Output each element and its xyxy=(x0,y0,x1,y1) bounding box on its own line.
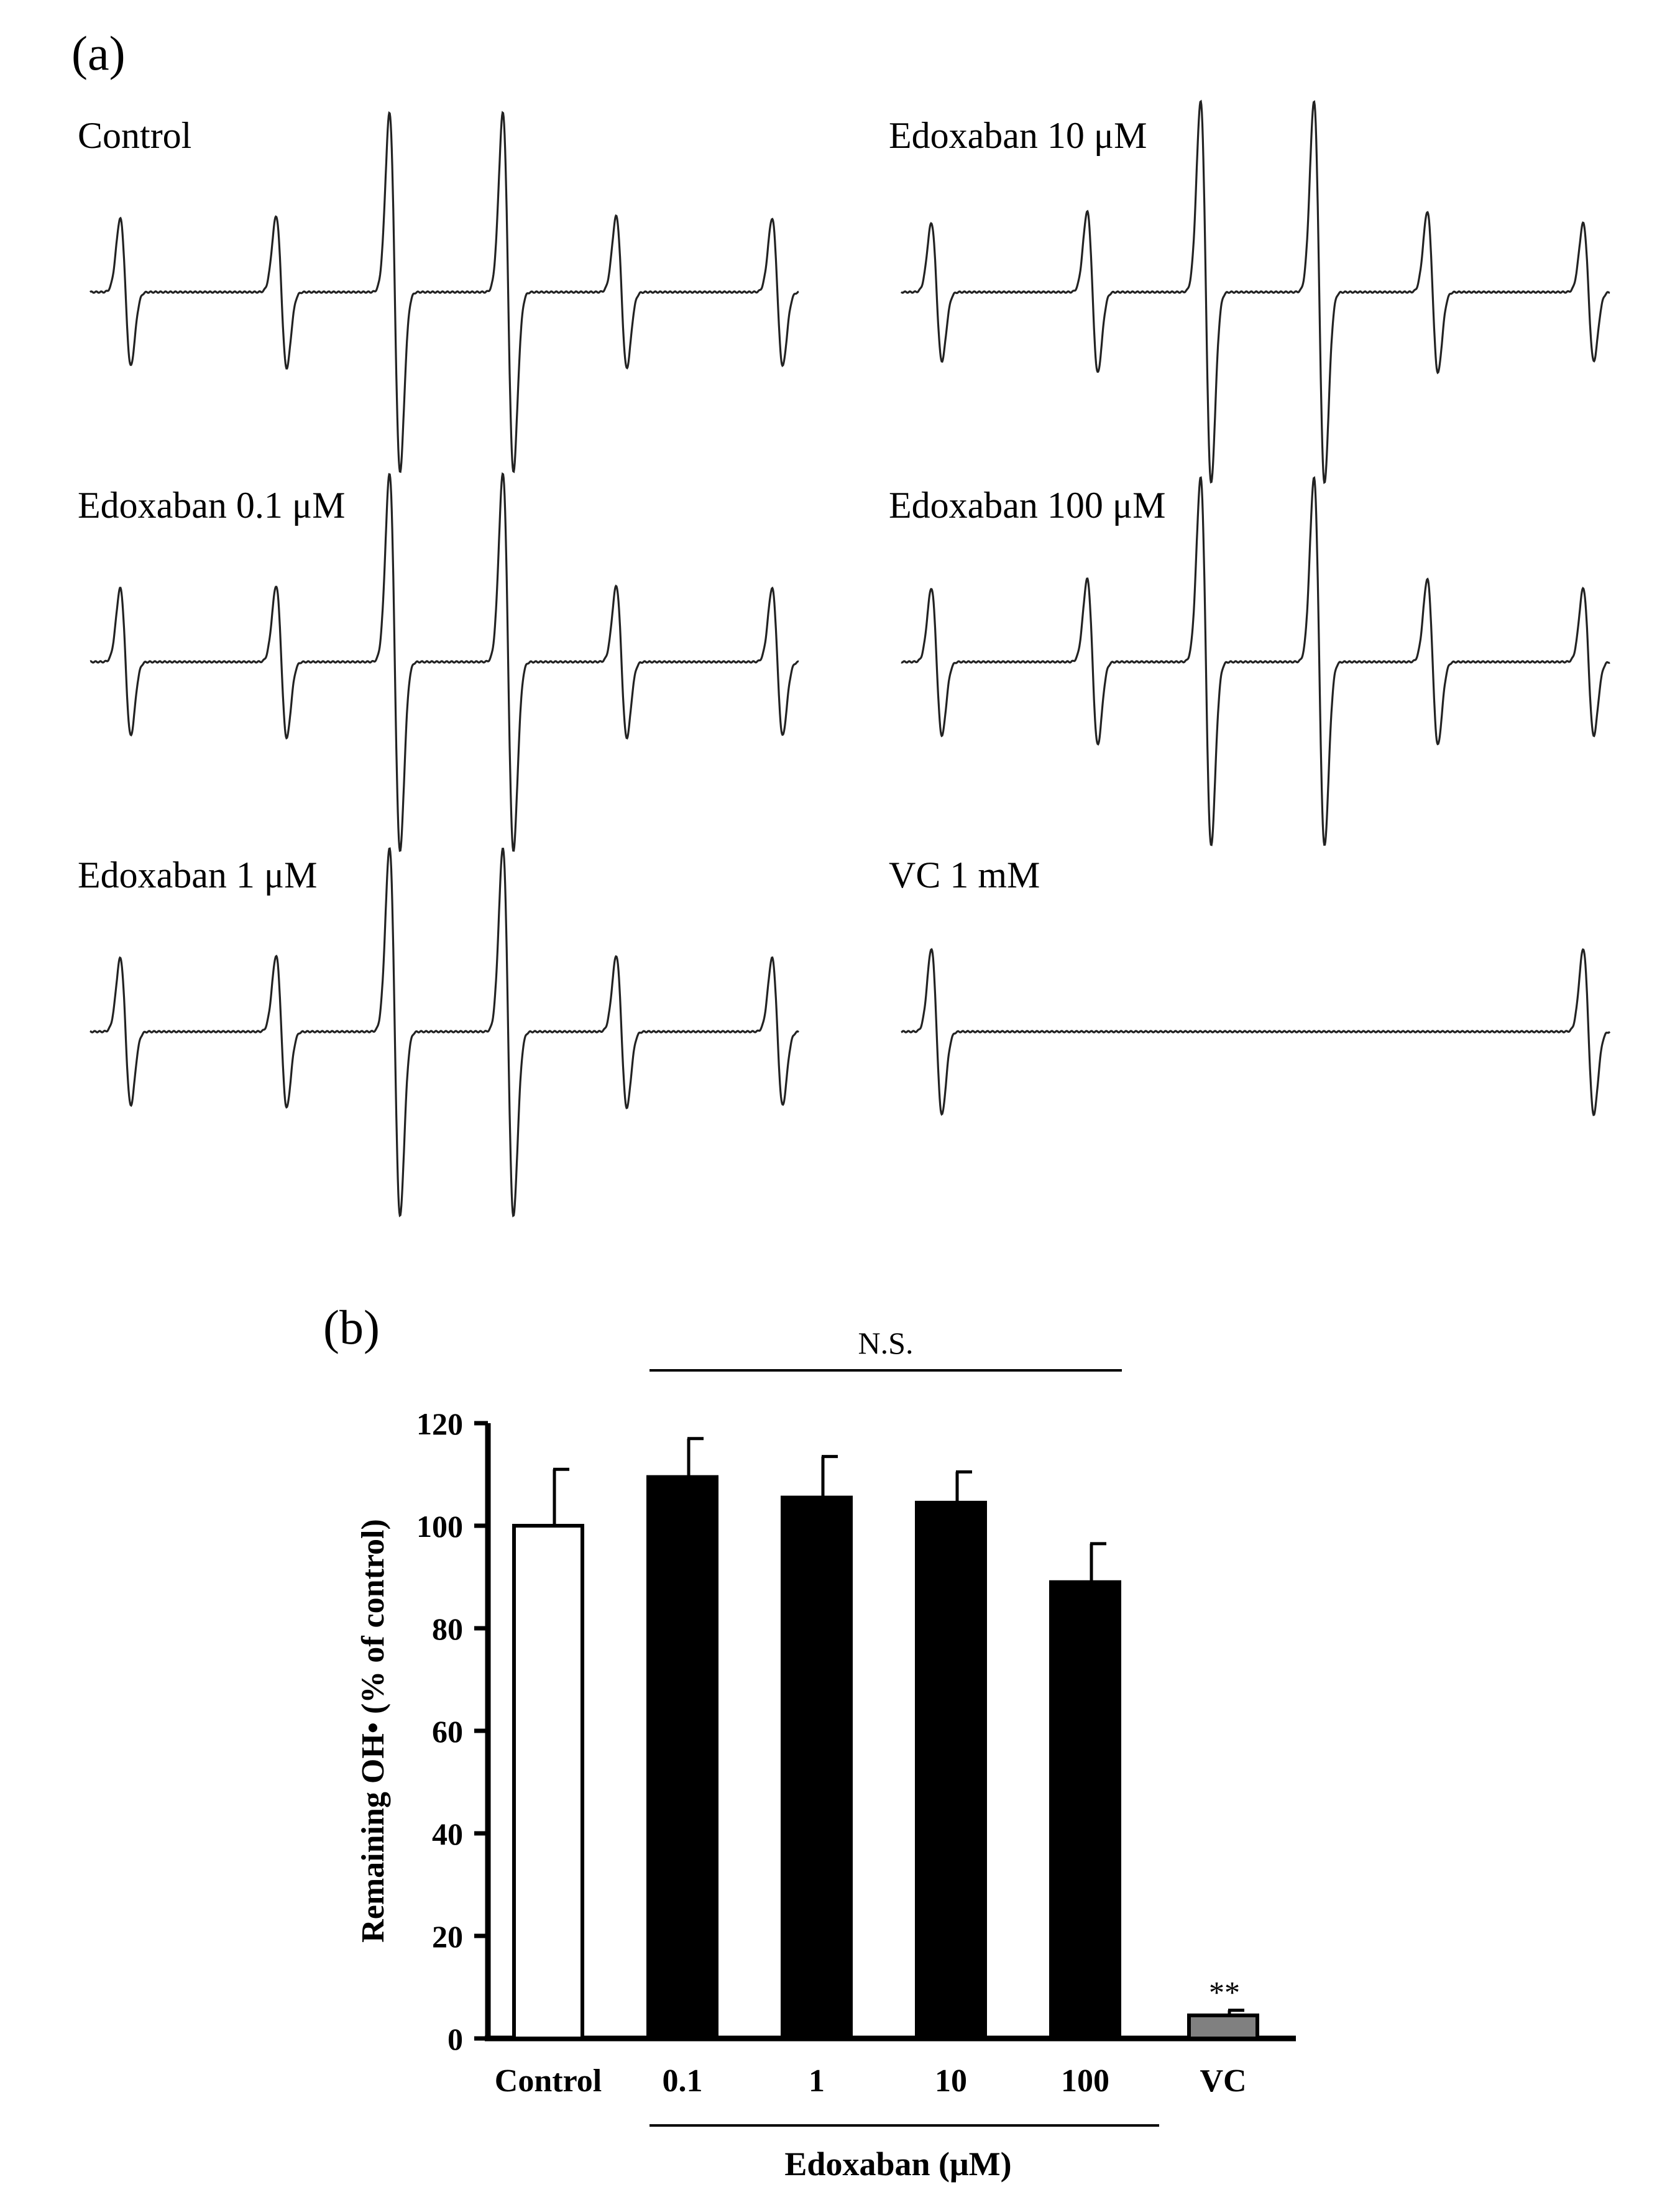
bar-control xyxy=(512,1524,584,2040)
y-tick-label: 100 xyxy=(416,1509,463,1544)
spectrum-title: VC 1 mM xyxy=(889,855,1040,896)
x-tick-label: 10 xyxy=(935,2063,967,2099)
x-tick-label: 100 xyxy=(1061,2063,1109,2099)
x-axis-title: Edoxaban (μM) xyxy=(784,2145,1011,2183)
spectrum-trace xyxy=(901,948,1611,1117)
bar-chart-panel: 0 20 40 60 80 100 120 Remaining OH• (% of contr… xyxy=(356,1326,1296,2183)
x-tick-label: 1 xyxy=(809,2063,825,2099)
bar-vc xyxy=(1187,2013,1259,2040)
y-tick-label: 80 xyxy=(432,1611,463,1646)
panel-a-label: (a) xyxy=(71,26,126,80)
y-tick-label: 20 xyxy=(432,1919,463,1954)
bar-10 xyxy=(915,1500,987,2040)
x-tick-label: 0.1 xyxy=(663,2063,703,2099)
spectrum-title: Edoxaban 0.1 μM xyxy=(78,485,345,526)
x-tick-label: Control xyxy=(495,2063,602,2099)
x-tick-label: VC xyxy=(1200,2063,1246,2099)
y-tick-label: 40 xyxy=(432,1817,463,1851)
ns-annotation: N.S. xyxy=(858,1326,914,1360)
bar-1 xyxy=(781,1495,853,2040)
spectrum-trace xyxy=(90,472,799,852)
spectrum-title: Edoxaban 100 μM xyxy=(889,485,1165,526)
spectrum-trace xyxy=(89,111,799,474)
y-tick-label: 0 xyxy=(448,2022,463,2056)
y-tick-label: 60 xyxy=(432,1714,463,1749)
spectrum-trace xyxy=(90,847,799,1217)
spectrum-title: Control xyxy=(78,115,191,156)
spectrum-title: Edoxaban 1 μM xyxy=(78,855,317,896)
y-tick-label: 120 xyxy=(416,1406,463,1441)
epr-spectra-panel: Control Edoxaban 0.1 μM Edoxaban 1 μM Edoxa… xyxy=(78,99,1611,1217)
y-axis-title: Remaining OH• (% of control) xyxy=(356,1519,391,1943)
spectrum-trace xyxy=(901,476,1610,846)
panel-b-label: (b) xyxy=(323,1300,380,1354)
spectrum-trace xyxy=(900,99,1610,485)
significance-annotation: ** xyxy=(1209,1975,1240,2010)
bar-0-1 xyxy=(646,1475,718,2040)
bar-100 xyxy=(1049,1580,1121,2040)
spectrum-title: Edoxaban 10 μM xyxy=(889,115,1147,156)
